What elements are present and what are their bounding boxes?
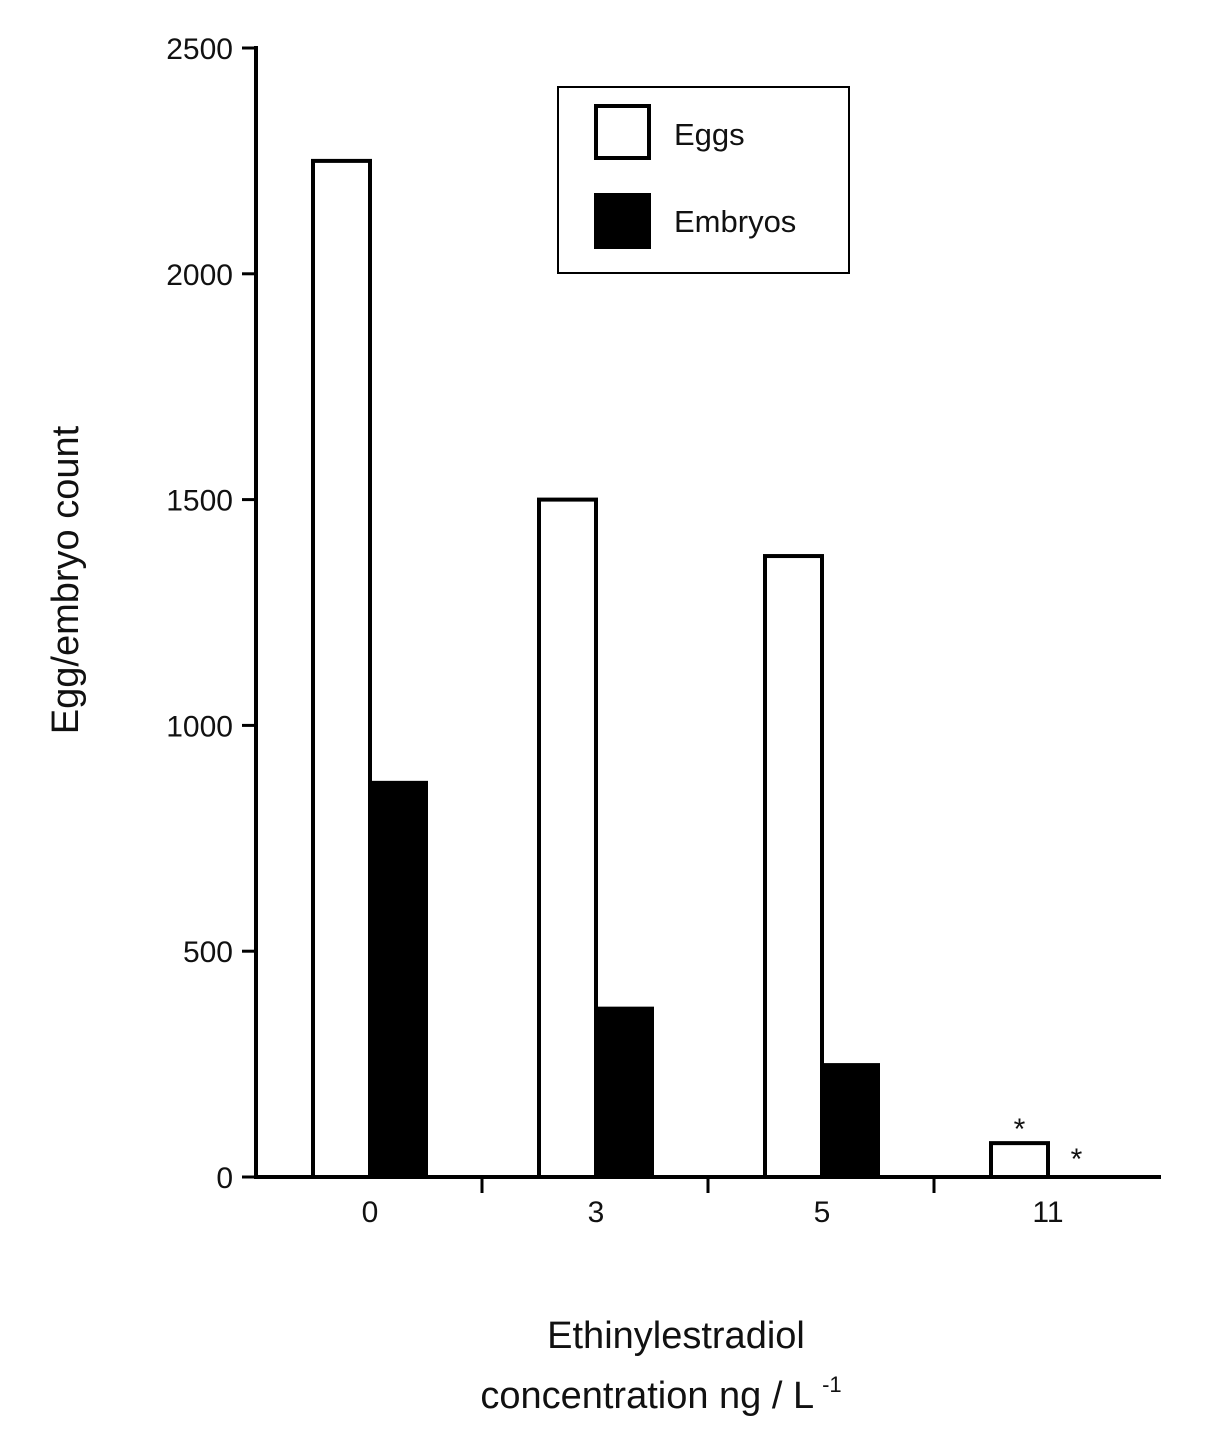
y-tick-label: 500: [183, 936, 233, 969]
y-tick-label: 1500: [166, 485, 233, 518]
bars: [311, 158, 1050, 1180]
y-tick-label: 2000: [166, 259, 233, 292]
legend: Eggs Embryos: [557, 86, 850, 274]
bar-eggs-0: [311, 158, 372, 1179]
bar-eggs-3: [537, 497, 598, 1180]
y-axis-title: Egg/embryo count: [45, 425, 87, 734]
legend-swatch-eggs: [594, 104, 651, 160]
x-tick-label: 5: [814, 1196, 831, 1229]
significance-asterisk: *: [1014, 1113, 1026, 1146]
x-axis-title-line2: concentration ng / L -1: [480, 1372, 841, 1417]
legend-label-embryos: Embryos: [674, 204, 796, 239]
x-tick-label: 11: [1032, 1196, 1063, 1229]
y-tick-label: 2500: [166, 33, 233, 66]
x-axis-title-superscript: -1: [822, 1372, 842, 1397]
x-tick-label: 0: [362, 1196, 379, 1229]
bar-embryos-5: [821, 1063, 880, 1178]
significance-asterisk: *: [1071, 1143, 1083, 1176]
x-tick-label: 3: [588, 1196, 605, 1229]
bar-eggs-5: [763, 554, 824, 1179]
legend-label-eggs: Eggs: [674, 117, 745, 152]
legend-swatch-embryos: [594, 193, 651, 249]
y-tick-label: 0: [216, 1162, 233, 1195]
y-tick-label: 1000: [166, 710, 233, 743]
x-axis-ticks: 0 3 5 11: [362, 1177, 1064, 1229]
x-axis-title-text: concentration ng / L: [480, 1375, 814, 1417]
bar-embryos-0: [369, 780, 428, 1178]
annotations: **: [1014, 1113, 1083, 1176]
y-axis-ticks: 0 500 1000 1500 2000 2500: [166, 33, 256, 1195]
x-axis-title-line1: Ethinylestradiol: [547, 1315, 805, 1357]
bar-eggs-11: [989, 1141, 1050, 1180]
bar-embryos-3: [595, 1006, 654, 1179]
